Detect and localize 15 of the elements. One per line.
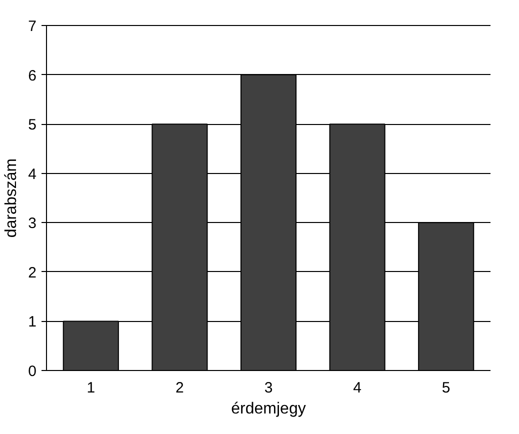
y-tick-label: 3 [28, 215, 36, 232]
x-tick-label: 1 [86, 380, 96, 396]
y-tick-label: 7 [28, 18, 36, 35]
x-tick-label: 2 [176, 380, 184, 396]
x-axis-title: érdemjegy [231, 400, 306, 418]
y-tick-label: 4 [28, 166, 36, 183]
y-tick-label: 1 [28, 314, 36, 331]
y-tick-label: 2 [28, 264, 36, 282]
x-tick-label: 4 [353, 380, 362, 396]
y-tick-label: 6 [28, 67, 36, 84]
x-tick-label: 5 [442, 380, 450, 396]
y-axis-title: darabszám [3, 158, 20, 238]
y-tick-label: 0 [28, 363, 36, 380]
y-tick-label: 5 [28, 116, 36, 134]
x-tick-label: 3 [264, 380, 273, 396]
